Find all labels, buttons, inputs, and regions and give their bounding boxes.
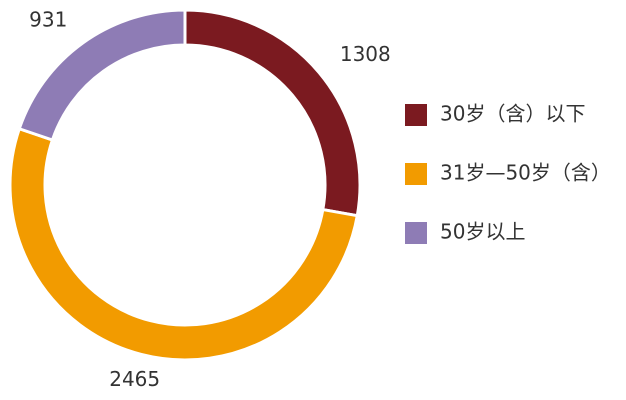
legend-swatch (405, 104, 427, 126)
data-label: 931 (29, 7, 67, 31)
data-label: 2465 (109, 367, 160, 391)
donut-segment (17, 8, 187, 142)
data-label: 1308 (340, 42, 391, 66)
legend-label: 31岁—50岁（含） (440, 161, 611, 185)
legend-swatch (405, 163, 427, 185)
donut-segment (183, 8, 362, 218)
legend-label: 30岁（含）以下 (440, 102, 585, 126)
legend-label: 50岁以上 (440, 220, 525, 244)
donut-segment (8, 126, 360, 362)
legend-swatch (405, 222, 427, 244)
